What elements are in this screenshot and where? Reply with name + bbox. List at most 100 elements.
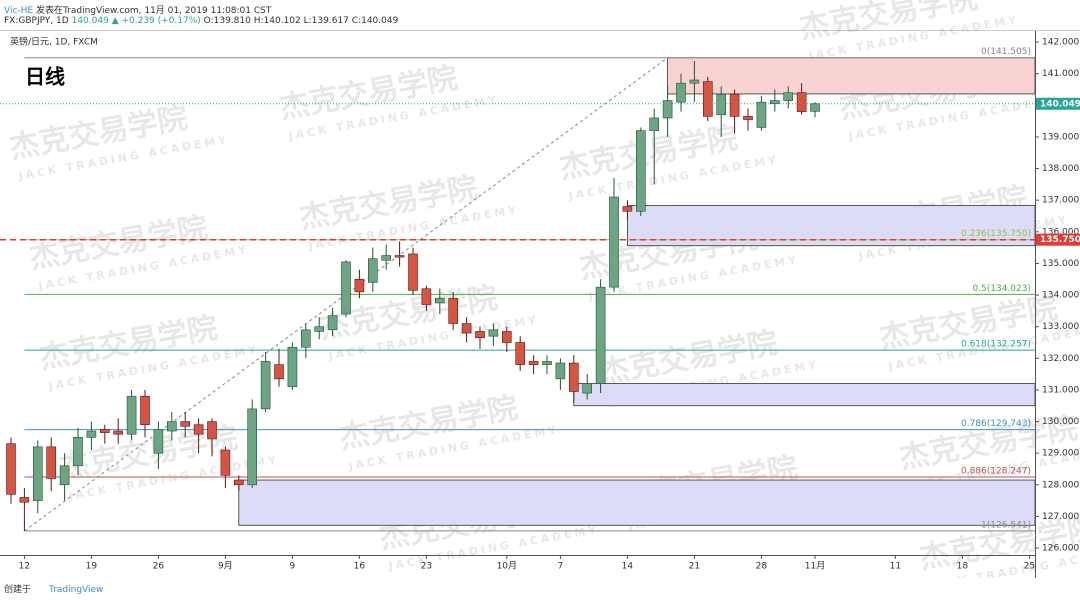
x-tick-label: 19: [86, 562, 98, 572]
last: 140.049: [71, 16, 109, 26]
fib-label: 0.618(132.257): [961, 340, 1031, 350]
candle-body: [702, 81, 713, 117]
candle-body: [314, 326, 325, 332]
x-tick-label: 9: [290, 562, 296, 572]
header-line: FX:GBPJPY, 1D 140.049 ▲ +0.239 (+0.17%) …: [4, 16, 398, 26]
candle-body: [140, 395, 150, 426]
candle-body: [810, 103, 820, 112]
candle-body: [394, 255, 405, 258]
candle-body: [649, 117, 660, 131]
candle-body: [327, 315, 338, 331]
y-tick-label: 135.000: [1042, 259, 1079, 269]
candle-body: [100, 429, 110, 433]
candle-body: [434, 297, 445, 304]
candle-body: [193, 424, 204, 435]
y-tick-label: 142.000: [1042, 38, 1079, 48]
author[interactable]: Vic-HE: [4, 6, 34, 16]
y-tick-label: 138.000: [1042, 164, 1079, 174]
candle-body: [783, 92, 794, 101]
high: H:140.102: [253, 16, 301, 26]
y-tick-label: 133.000: [1042, 322, 1079, 332]
candle-body: [381, 255, 392, 261]
chart-subtitle: 英镑/日元, 1D, FXCM: [10, 36, 98, 48]
candle-body: [515, 342, 526, 365]
x-tick-label: 7: [558, 562, 564, 572]
x-tick-label: 12: [19, 562, 30, 572]
candle-body: [555, 362, 566, 380]
candle-body: [260, 361, 271, 410]
x-tick-label: 18: [957, 562, 969, 572]
fib-label: 0.886(128.247): [961, 466, 1031, 476]
x-tick-label: 9月: [218, 561, 233, 572]
fib-label: 1(126.541): [981, 520, 1031, 530]
y-tick-label: 139.000: [1042, 132, 1079, 142]
candle-body: [635, 130, 646, 212]
candle-body: [220, 449, 231, 476]
fib-label: 0.786(129.743): [961, 419, 1031, 429]
created: 创建于: [4, 585, 32, 595]
candle-body: [542, 361, 552, 365]
candle-body: [528, 361, 539, 365]
y-tick-label: 130.000: [1042, 417, 1079, 427]
candle-body: [126, 395, 137, 435]
x-tick-label: 23: [421, 562, 432, 572]
candle-body: [300, 329, 311, 348]
candle-body: [274, 364, 284, 380]
zone: [573, 383, 1036, 407]
candle-body: [421, 288, 432, 305]
x-tick-label: 11: [890, 562, 901, 572]
candle-body: [609, 196, 619, 288]
candle-body: [6, 443, 16, 495]
candle-body: [622, 206, 633, 212]
candle-body: [180, 421, 190, 427]
x-tick-label: 11月: [805, 561, 825, 572]
candle-body: [247, 408, 257, 486]
symbol: FX:GBPJPY, 1D: [4, 16, 69, 26]
y-tick-label: 127.000: [1042, 512, 1079, 522]
y-tick-label: 134.000: [1042, 291, 1079, 301]
x-tick-label: 26: [153, 562, 165, 572]
candle-body: [676, 82, 686, 103]
header: Vic-HE 发表在TradingView.com, 11月 01, 2019 …: [0, 0, 1080, 30]
candle-body: [86, 430, 97, 438]
x-tick-label: 21: [689, 562, 700, 572]
close: C:140.049: [351, 16, 399, 26]
candle-body: [341, 261, 351, 315]
y-tick-label: 141.000: [1042, 69, 1079, 79]
published: 发表在TradingView.com, 11月 01, 2019 11:08:0…: [35, 6, 272, 16]
candle-body: [662, 100, 673, 119]
x-tick-label: 16: [354, 562, 366, 572]
candle-body: [113, 430, 123, 435]
fib-label: 0.236(135.750): [961, 229, 1031, 239]
candle-body: [354, 278, 365, 293]
zone: [238, 479, 1036, 526]
candle-body: [367, 258, 378, 283]
candle-body: [234, 479, 244, 486]
candle-body: [207, 421, 217, 440]
fib-trend: [24, 57, 668, 532]
change: ▲ +0.239 (+0.17%): [111, 16, 201, 26]
candle-body: [153, 429, 164, 454]
price-box-label: 140.049: [1040, 99, 1080, 109]
x-tick-label: 25: [1024, 562, 1035, 572]
price-box: [1036, 233, 1080, 246]
candle-body: [73, 437, 83, 467]
low: L:139.617: [303, 16, 349, 26]
candle-body: [408, 253, 418, 291]
candle-body: [769, 100, 780, 105]
price-box-label: 135.750: [1040, 235, 1080, 245]
open: O:139.810: [203, 16, 251, 26]
brand[interactable]: TradingView: [49, 585, 104, 595]
candle-body: [716, 93, 727, 116]
y-tick-label: 131.000: [1042, 385, 1079, 395]
candle-body: [501, 331, 512, 343]
candle-body: [796, 92, 807, 112]
price-box: [1036, 97, 1080, 110]
candle-body: [475, 331, 485, 339]
candle-body: [568, 362, 579, 392]
